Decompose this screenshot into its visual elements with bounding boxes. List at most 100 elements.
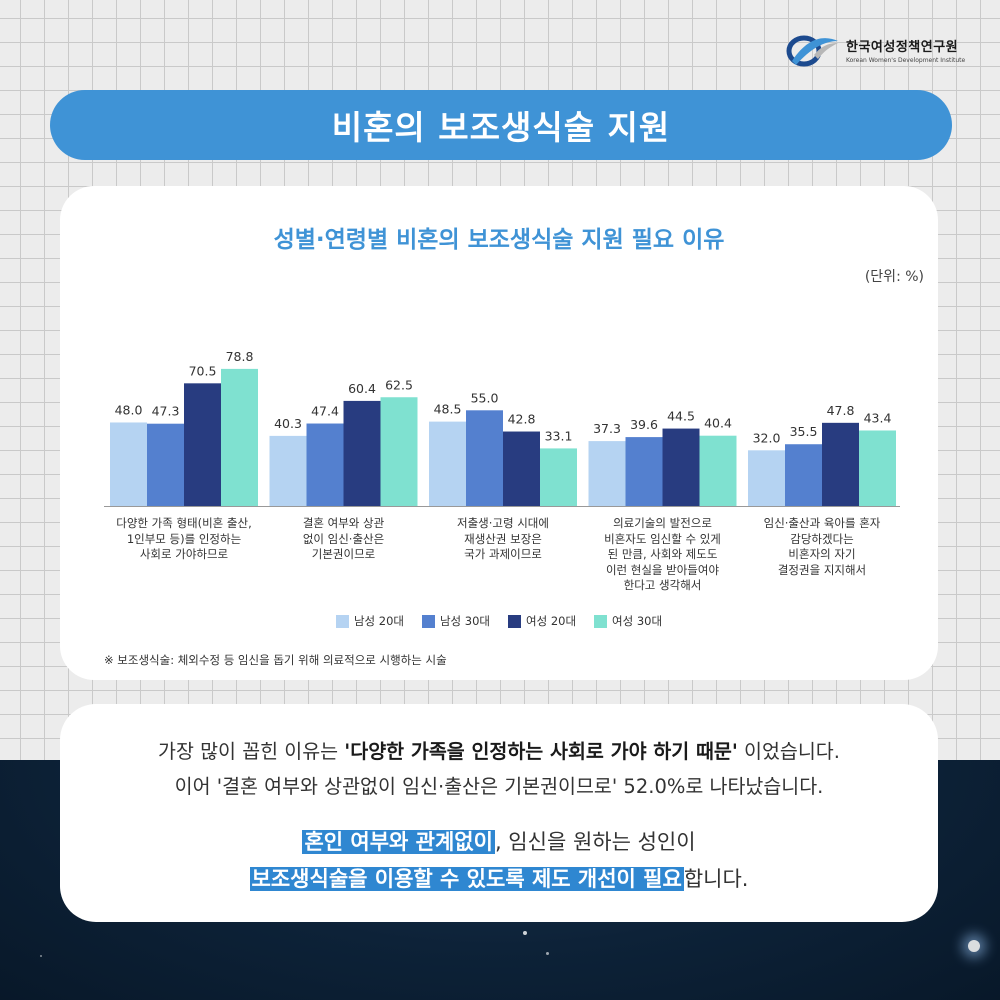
conclusion-text: 합니다. — [683, 867, 749, 891]
summary-card: 가장 많이 꼽힌 이유는 '다양한 가족을 인정하는 사회로 가야 하기 때문'… — [60, 704, 938, 922]
summary-text: 이었습니다. — [737, 740, 840, 763]
category-label-line: 결정권을 지지해서 — [777, 562, 867, 577]
bar-value-label: 47.3 — [152, 404, 180, 419]
bar — [147, 423, 184, 506]
bar-value-label: 35.5 — [790, 424, 818, 439]
summary-text: 가장 많이 꼽힌 이유는 — [158, 740, 345, 763]
bar — [221, 368, 258, 506]
bar — [343, 400, 381, 506]
chart-legend: 남성 20대 남성 30대 여성 20대 여성 30대 — [60, 613, 938, 629]
category-label: 다양한 가족 형태(비혼 출산, 1인부모 등)를 인정하는 사회로 가야하므로 — [99, 516, 269, 563]
bar — [466, 410, 503, 506]
bar-value-label: 47.8 — [827, 403, 855, 418]
conclusion-highlight: 혼인 여부와 관계없이 — [302, 830, 495, 854]
category-label-line: 감당하겠다는 — [790, 531, 854, 546]
bar — [110, 422, 147, 506]
bar-value-label: 48.0 — [115, 402, 143, 417]
category-label-line: 재생산권 보장은 — [464, 531, 542, 546]
category-label-line: 이런 현실을 받아들여야 — [605, 562, 720, 577]
legend-swatch — [421, 614, 435, 628]
legend-item: 여성 30대 — [594, 613, 662, 629]
bar — [380, 397, 418, 506]
bar-chart: 48.0 47.3 70.5 78.8 40.3 47.4 60.4 62.5 48.5 55.0… — [104, 349, 900, 507]
category-label-line: 없이 임신·출산은 — [302, 531, 385, 546]
banner-title: 비혼의 보조생식술 지원 — [50, 90, 952, 160]
org-logo-icon — [786, 35, 838, 67]
category-label-line: 결혼 여부와 상관 — [302, 516, 385, 530]
bar-value-label: 60.4 — [348, 381, 376, 396]
bar-value-label: 37.3 — [593, 421, 621, 436]
conclusion-paragraph: 혼인 여부와 관계없이, 임신을 원하는 성인이 보조생식술을 이용할 수 있도… — [60, 824, 938, 898]
org-logo: 한국여성정책연구원 Korean Women's Development Ins… — [784, 30, 984, 70]
legend-label: 남성 20대 — [353, 614, 404, 628]
category-label: 의료기술의 발전으로 비혼자도 임신할 수 있게 된 만큼, 사회와 제도도 이런 현… — [578, 516, 748, 594]
legend-swatch — [508, 614, 521, 628]
category-label-line: 1인부모 등)를 인정하는 — [126, 531, 242, 546]
category-label: 결혼 여부와 상관 없이 임신·출산은 기본권이므로 — [259, 516, 429, 563]
conclusion-highlight: 보조생식술을 이용할 수 있도록 제도 개선이 필요 — [249, 867, 684, 891]
bar — [785, 444, 822, 506]
star-decoration — [40, 955, 42, 957]
bar-value-label: 33.1 — [545, 428, 573, 443]
bar-value-label: 42.8 — [508, 412, 536, 427]
category-label-line: 다양한 가족 형태(비혼 출산, — [116, 516, 252, 530]
legend-label: 남성 30대 — [439, 614, 490, 628]
bar — [662, 428, 700, 506]
star-decoration — [968, 940, 980, 952]
org-name-ko: 한국여성정책연구원 — [846, 40, 959, 55]
bar-value-label: 70.5 — [189, 363, 217, 378]
category-label-line: 비혼자도 임신할 수 있게 — [604, 531, 721, 546]
legend-swatch — [335, 614, 349, 628]
category-label-line: 사회로 가야하므로 — [139, 547, 229, 561]
legend-label: 여성 30대 — [612, 614, 663, 628]
chart-footnote: ※ 보조생식술: 체외수정 등 임신을 돕기 위해 의료적으로 시행하는 시술 — [104, 653, 447, 667]
bar-value-label: 43.4 — [864, 410, 892, 425]
bar — [625, 437, 663, 506]
category-label-line: 한다고 생각해서 — [623, 578, 702, 592]
bar-value-label: 55.0 — [471, 390, 499, 405]
category-label-line: 된 만큼, 사회와 제도도 — [607, 547, 718, 561]
category-label-line: 저출생·고령 시대에 — [457, 516, 549, 530]
category-label-line: 의료기술의 발전으로 — [613, 516, 712, 530]
legend-swatch — [594, 614, 608, 628]
legend-item: 여성 20대 — [508, 613, 576, 629]
bar — [429, 421, 466, 506]
summary-line-2: 이어 '결혼 여부와 상관없이 임신·출산은 기본권이므로' 52.0%로 나타… — [174, 775, 824, 798]
legend-item: 남성 30대 — [421, 613, 490, 629]
bar-value-label: 40.3 — [274, 416, 302, 431]
legend-label: 여성 20대 — [526, 614, 577, 628]
bar-value-label: 44.5 — [667, 409, 695, 424]
category-label-line: 비혼자의 자기 — [788, 547, 856, 561]
org-name-en: Korean Women's Development Institute — [846, 57, 966, 64]
bar — [503, 431, 540, 506]
bar — [588, 441, 626, 506]
bar-value-label: 47.4 — [311, 404, 339, 419]
category-label-line: 기본권이므로 — [311, 547, 376, 561]
conclusion-text: , 임신을 원하는 성인이 — [494, 830, 696, 854]
conclusion-line-1: 혼인 여부와 관계없이, 임신을 원하는 성인이 — [60, 824, 938, 861]
category-label: 임신·출산과 육아를 혼자 감당하겠다는 비혼자의 자기 결정권을 지지해서 — [737, 516, 907, 578]
bar — [748, 450, 785, 506]
chart-card: 성별·연령별 비혼의 보조생식술 지원 필요 이유 (단위: %) 48.0 47… — [60, 186, 938, 680]
star-decoration — [546, 952, 549, 955]
legend-item: 남성 20대 — [335, 613, 404, 629]
conclusion-line-2: 보조생식술을 이용할 수 있도록 제도 개선이 필요합니다. — [60, 861, 938, 898]
summary-paragraph: 가장 많이 꼽힌 이유는 '다양한 가족을 인정하는 사회로 가야 하기 때문'… — [60, 734, 938, 804]
bar — [184, 383, 221, 506]
bar — [540, 448, 577, 506]
bar-value-label: 40.4 — [704, 416, 732, 431]
category-label-line: 임신·출산과 육아를 혼자 — [763, 516, 881, 530]
bar-value-label: 48.5 — [434, 402, 462, 417]
bar — [699, 435, 737, 506]
bar-value-label: 39.6 — [630, 417, 658, 432]
chart-title: 성별·연령별 비혼의 보조생식술 지원 필요 이유 — [273, 227, 725, 253]
bar — [822, 422, 859, 506]
summary-line-1: 가장 많이 꼽힌 이유는 '다양한 가족을 인정하는 사회로 가야 하기 때문'… — [60, 734, 938, 769]
bar — [306, 423, 344, 506]
category-label: 저출생·고령 시대에 재생산권 보장은 국가 과제이므로 — [418, 516, 588, 563]
bar — [269, 435, 307, 506]
bar — [859, 430, 896, 506]
chart-unit-label: (단위: %) — [864, 269, 924, 285]
bar-value-label: 62.5 — [385, 377, 413, 392]
bar-value-label: 32.0 — [753, 430, 781, 445]
